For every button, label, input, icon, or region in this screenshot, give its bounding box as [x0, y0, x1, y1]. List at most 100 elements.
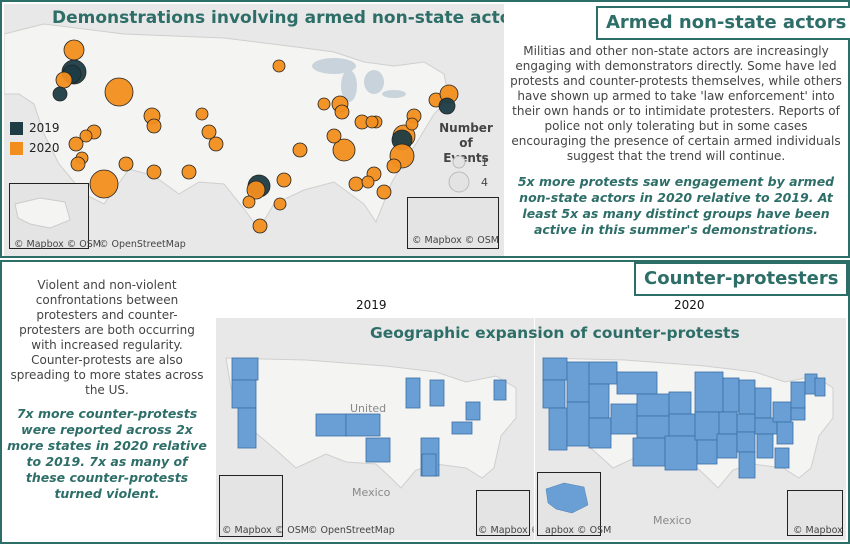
- event-bubble[interactable]: [438, 97, 456, 115]
- highlighted-states-2019: [231, 357, 507, 477]
- state-shape[interactable]: [814, 377, 826, 397]
- state-shape[interactable]: [421, 453, 437, 477]
- inset-attribution[interactable]: © Mapbox: [793, 525, 843, 536]
- state-shape[interactable]: [345, 413, 381, 437]
- event-bubble[interactable]: [208, 136, 224, 152]
- state-shape[interactable]: [668, 413, 696, 437]
- event-bubble[interactable]: [52, 86, 68, 102]
- state-shape[interactable]: [754, 387, 772, 419]
- state-shape[interactable]: [694, 411, 720, 441]
- state-shape[interactable]: [736, 431, 756, 453]
- state-shape[interactable]: [542, 357, 568, 381]
- state-shape[interactable]: [636, 393, 670, 417]
- event-bubble[interactable]: [334, 104, 350, 120]
- event-bubble[interactable]: [70, 156, 86, 172]
- state-shape[interactable]: [696, 439, 718, 465]
- inset-attribution[interactable]: apbox © OSM: [545, 525, 612, 536]
- event-bubble[interactable]: [361, 175, 375, 189]
- event-bubble[interactable]: [181, 164, 197, 180]
- state-shape[interactable]: [566, 361, 590, 403]
- event-bubble[interactable]: [79, 129, 93, 143]
- legend-item-2020[interactable]: 2020: [10, 141, 60, 155]
- map-attribution[interactable]: © Mapbox © OSM: [14, 239, 101, 250]
- state-shape[interactable]: [542, 379, 566, 409]
- counter-protests-map-2020[interactable]: Mexico apbox © OSM © Mapbox: [535, 318, 846, 540]
- state-shape[interactable]: [716, 433, 738, 459]
- state-shape[interactable]: [722, 377, 740, 413]
- event-bubble[interactable]: [326, 128, 342, 144]
- alaska-inset-2019[interactable]: [219, 475, 283, 537]
- state-shape[interactable]: [588, 383, 610, 419]
- event-bubble[interactable]: [365, 115, 379, 129]
- alaska-inset-2020[interactable]: [537, 472, 601, 536]
- event-bubble[interactable]: [118, 156, 134, 172]
- state-shape[interactable]: [718, 411, 738, 435]
- event-bubble[interactable]: [242, 195, 256, 209]
- event-bubble[interactable]: [272, 59, 286, 73]
- state-shape[interactable]: [772, 401, 792, 423]
- state-shape[interactable]: [636, 415, 670, 439]
- state-shape[interactable]: [315, 413, 347, 437]
- event-bubble[interactable]: [386, 158, 402, 174]
- counter-protests-map-2019[interactable]: United Mexico © Mapbox © OSM © OpenStree…: [216, 318, 534, 540]
- state-shape[interactable]: [231, 357, 259, 381]
- event-bubble[interactable]: [252, 218, 268, 234]
- state-shape[interactable]: [776, 421, 794, 445]
- state-shape[interactable]: [738, 451, 756, 479]
- state-shape[interactable]: [664, 435, 698, 471]
- state-shape[interactable]: [493, 379, 507, 401]
- event-bubble[interactable]: [195, 107, 209, 121]
- hawaii-inset-2019[interactable]: [476, 490, 530, 536]
- state-shape[interactable]: [588, 417, 612, 449]
- counter-protesters-panel: Counter-protesters Violent and non-viole…: [0, 260, 850, 544]
- event-bubble[interactable]: [405, 117, 419, 131]
- osm-attribution[interactable]: © OpenStreetMap: [308, 525, 395, 536]
- event-bubble[interactable]: [104, 77, 134, 107]
- state-shape[interactable]: [548, 407, 568, 451]
- event-bubble[interactable]: [68, 136, 84, 152]
- inset-attribution[interactable]: © Mapbox © OSM: [412, 235, 499, 246]
- state-shape[interactable]: [632, 437, 666, 467]
- event-bubble[interactable]: [246, 180, 266, 200]
- state-shape[interactable]: [566, 401, 590, 447]
- event-bubble[interactable]: [317, 97, 331, 111]
- state-shape[interactable]: [756, 433, 774, 459]
- state-shape[interactable]: [451, 421, 473, 435]
- event-bubble[interactable]: [89, 169, 119, 199]
- event-bubble[interactable]: [201, 124, 217, 140]
- event-bubble[interactable]: [146, 118, 162, 134]
- event-bubble[interactable]: [376, 184, 392, 200]
- state-shape[interactable]: [237, 407, 257, 449]
- event-bubble[interactable]: [276, 172, 292, 188]
- state-shape[interactable]: [588, 361, 618, 385]
- state-shape[interactable]: [429, 379, 445, 407]
- event-bubble[interactable]: [332, 138, 356, 162]
- state-shape[interactable]: [668, 391, 692, 415]
- state-shape[interactable]: [694, 371, 724, 413]
- map-attribution[interactable]: © Mapbox © OSM: [222, 525, 309, 536]
- state-shape[interactable]: [790, 381, 806, 409]
- hawaii-inset[interactable]: [407, 197, 499, 249]
- event-bubble[interactable]: [292, 142, 308, 158]
- armed-actors-map[interactable]: Demonstrations involving armed non-state…: [4, 4, 504, 256]
- event-bubble[interactable]: [55, 71, 73, 89]
- state-shape[interactable]: [774, 447, 790, 469]
- event-bubble[interactable]: [146, 164, 162, 180]
- state-shape[interactable]: [790, 407, 806, 421]
- legend-item-2019[interactable]: 2019: [10, 121, 60, 135]
- state-shape[interactable]: [405, 377, 421, 409]
- alaska-inset[interactable]: [9, 183, 89, 249]
- hawaii-inset-2020[interactable]: [787, 490, 843, 536]
- state-shape[interactable]: [736, 413, 756, 433]
- state-shape[interactable]: [616, 371, 658, 395]
- event-bubble[interactable]: [273, 197, 287, 211]
- state-shape[interactable]: [738, 379, 756, 415]
- state-shape[interactable]: [231, 379, 257, 409]
- state-shape[interactable]: [465, 401, 481, 421]
- state-shape[interactable]: [610, 403, 638, 435]
- state-shape[interactable]: [365, 437, 391, 463]
- osm-attribution[interactable]: © OpenStreetMap: [99, 239, 186, 250]
- event-bubble[interactable]: [63, 39, 85, 61]
- inset-attribution[interactable]: © Mapbox © OSM: [478, 525, 534, 536]
- event-bubble[interactable]: [348, 176, 364, 192]
